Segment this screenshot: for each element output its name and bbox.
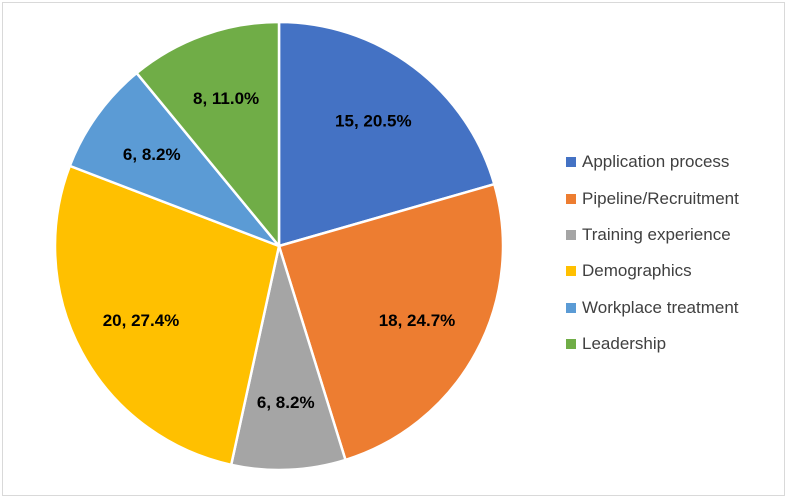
legend-label: Training experience bbox=[582, 224, 731, 244]
legend-swatch bbox=[566, 157, 576, 168]
pie-slice-pipeline-recruitment bbox=[277, 182, 505, 462]
legend-item-demographics: Demographics bbox=[566, 253, 781, 289]
legend-swatch bbox=[566, 339, 576, 350]
legend-swatch bbox=[566, 193, 576, 204]
data-label-application-process: 15, 20.5% bbox=[335, 111, 412, 130]
pie-slice-training-experience bbox=[229, 244, 347, 472]
pie-slice-workplace-treatment bbox=[68, 71, 281, 248]
legend-item-training-experience: Training experience bbox=[566, 217, 781, 253]
chart-legend: Application process Pipeline/Recruitment T… bbox=[566, 144, 781, 362]
legend-item-application-process: Application process bbox=[566, 144, 781, 180]
legend-swatch bbox=[566, 266, 576, 277]
legend-label: Demographics bbox=[582, 261, 692, 281]
pie-slice-leadership bbox=[135, 20, 281, 248]
legend-label: Application process bbox=[582, 152, 730, 172]
legend-label: Leadership bbox=[582, 334, 667, 354]
legend-swatch bbox=[566, 229, 576, 240]
data-label-demographics: 20, 27.4% bbox=[103, 311, 180, 330]
pie-slices bbox=[53, 20, 505, 472]
legend-item-leadership: Leadership bbox=[566, 326, 781, 362]
legend-label: Pipeline/Recruitment bbox=[582, 188, 739, 208]
legend-label: Workplace treatment bbox=[582, 297, 739, 317]
pie-slice-demographics bbox=[53, 164, 281, 467]
pie-slice-application-process bbox=[277, 20, 496, 248]
data-label-workplace-treatment: 6, 8.2% bbox=[123, 145, 181, 164]
legend-item-pipeline-recruitment: Pipeline/Recruitment bbox=[566, 180, 781, 216]
data-labels: 15, 20.5% 18, 24.7% 6, 8.2% 20, 27.4% 6, 8.2… bbox=[103, 89, 456, 412]
legend-swatch bbox=[566, 302, 576, 313]
data-label-training-experience: 6, 8.2% bbox=[257, 393, 315, 412]
data-label-leadership: 8, 11.0% bbox=[193, 89, 259, 108]
legend-item-workplace-treatment: Workplace treatment bbox=[566, 290, 781, 326]
data-label-pipeline-recruitment: 18, 24.7% bbox=[379, 311, 456, 330]
